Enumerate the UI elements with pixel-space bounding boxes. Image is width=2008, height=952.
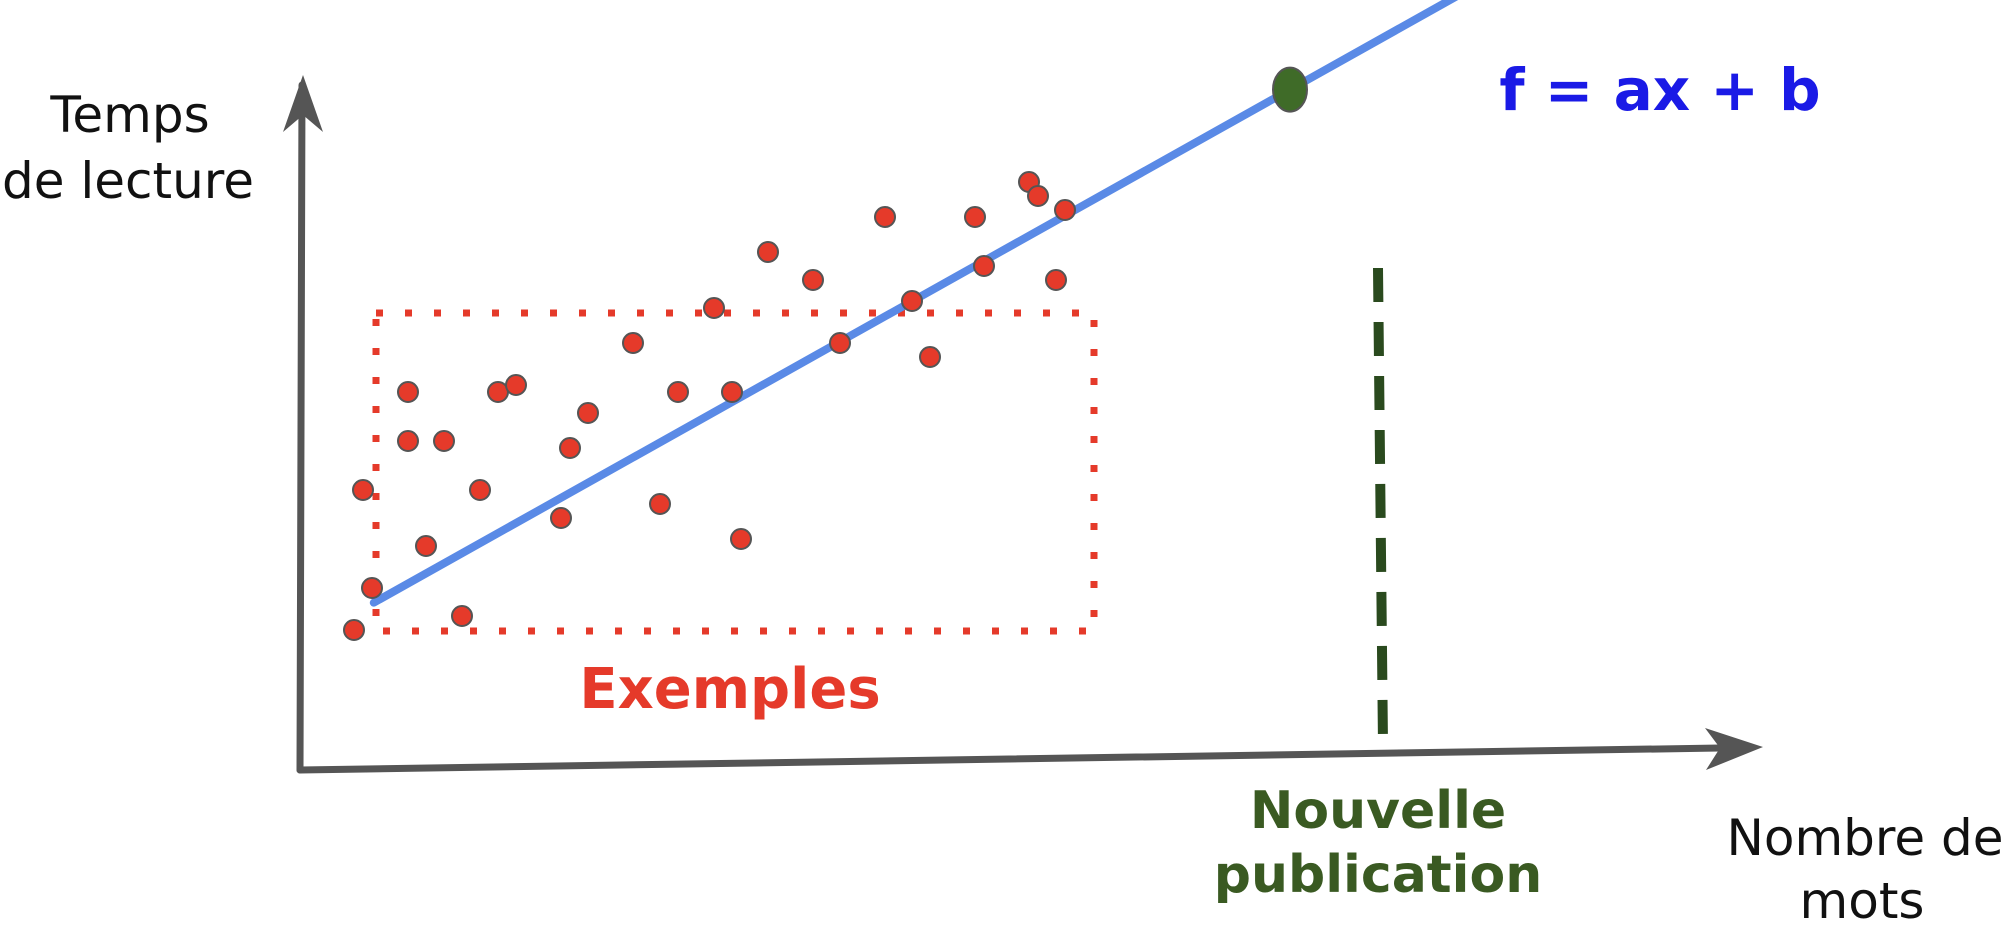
example-point [730, 528, 752, 550]
example-point [559, 437, 581, 459]
example-point [622, 332, 644, 354]
x-axis-arrowhead [1705, 728, 1763, 770]
example-point [829, 332, 851, 354]
projection-dashed-line [1373, 267, 1388, 746]
example-point [1027, 185, 1049, 207]
example-point [973, 255, 995, 277]
example-point [901, 290, 923, 312]
example-point [397, 430, 419, 452]
example-point [802, 269, 824, 291]
example-point [1045, 269, 1067, 291]
example-point [667, 381, 689, 403]
example-point [397, 381, 419, 403]
x-axis-label-line2: mots [1800, 872, 1925, 930]
example-point [352, 479, 374, 501]
new-publication-point [1272, 66, 1308, 113]
x-axis [296, 744, 1724, 774]
example-point [577, 402, 599, 424]
example-point [433, 430, 455, 452]
example-point [361, 577, 383, 599]
example-point [649, 493, 671, 515]
example-point [469, 479, 491, 501]
example-point [874, 206, 896, 228]
examples-label: Exemples [579, 657, 880, 722]
y-axis-label-line2: de lecture [2, 152, 254, 210]
y-axis-arrowhead [283, 75, 323, 132]
example-point [721, 381, 743, 403]
example-point [343, 619, 365, 641]
example-points [343, 171, 1076, 641]
examples-box [372, 309, 1098, 635]
example-point [703, 297, 725, 319]
new-publication-label-line1: Nouvelle [1250, 781, 1506, 841]
new-publication-label-line2: publication [1214, 845, 1542, 905]
example-point [415, 535, 437, 557]
regression-line [369, 0, 1459, 607]
example-point [1054, 199, 1076, 221]
y-axis-label-line1: Temps [49, 86, 209, 144]
x-axis-label-line1: Nombre de [1726, 809, 2003, 867]
example-point [505, 374, 527, 396]
example-point [919, 346, 941, 368]
example-point [550, 507, 572, 529]
y-axis [296, 81, 306, 774]
example-point [757, 241, 779, 263]
example-point [964, 206, 986, 228]
example-point [451, 605, 473, 627]
formula-label: f = ax + b [1499, 56, 1820, 124]
